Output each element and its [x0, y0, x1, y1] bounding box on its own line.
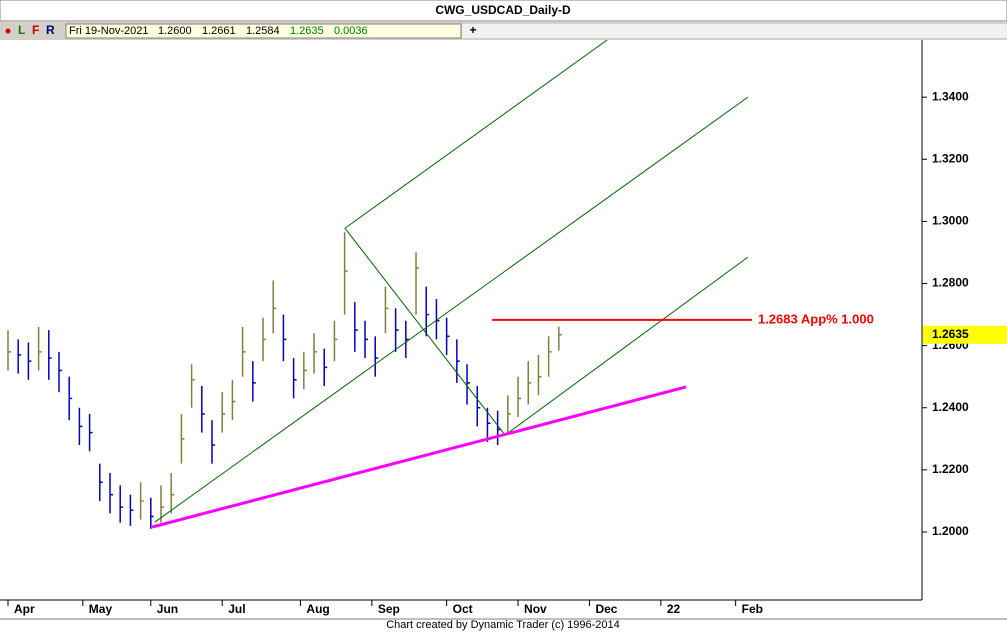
- drawn-line: [151, 385, 687, 529]
- line-label: 1.2683 App% 1.000: [758, 311, 874, 326]
- x-tick-label: Oct: [453, 602, 473, 616]
- info-low: 1.2584: [246, 25, 280, 37]
- drawn-line: [154, 96, 749, 523]
- drawn-line: [344, 227, 506, 436]
- drawn-line: [344, 40, 608, 229]
- x-tick-label: Aug: [306, 602, 329, 616]
- y-tick-label: 1.2200: [932, 462, 969, 476]
- x-tick-label: Nov: [524, 602, 547, 616]
- y-tick-label: 1.2000: [932, 524, 969, 538]
- info-field: [65, 23, 462, 39]
- status-dot: [5, 28, 11, 34]
- footer: Chart created by Dynamic Trader (c) 1996…: [386, 619, 620, 631]
- x-tick-label: Apr: [14, 602, 35, 616]
- x-tick-label: Dec: [595, 602, 617, 616]
- add-button[interactable]: +: [469, 23, 476, 37]
- drawn-line: [504, 256, 749, 436]
- last-price-label: 1.2635: [932, 327, 969, 341]
- y-tick-label: 1.2400: [932, 400, 969, 414]
- y-tick-label: 1.3000: [932, 214, 969, 228]
- info-date: Fri 19-Nov-2021: [69, 25, 148, 37]
- title-bar: [0, 0, 1007, 22]
- y-tick-label: 1.3200: [932, 151, 969, 165]
- toolbar-button[interactable]: L: [18, 23, 25, 37]
- info-close: 1.2635: [290, 25, 324, 37]
- toolbar-button[interactable]: R: [46, 23, 55, 37]
- y-tick-label: 1.2800: [932, 276, 969, 290]
- x-tick-label: 22: [667, 602, 681, 616]
- y-tick-label: 1.3400: [932, 89, 969, 103]
- toolbar-spacer: [462, 24, 1007, 38]
- last-price-box: [923, 325, 1007, 344]
- toolbar-button[interactable]: F: [32, 23, 39, 37]
- x-tick-label: May: [89, 602, 113, 616]
- info-change: 0.0036: [334, 25, 368, 37]
- x-tick-label: Jul: [228, 602, 245, 616]
- info-open: 1.2600: [158, 25, 192, 37]
- x-tick-label: Feb: [742, 602, 763, 616]
- chart-title: CWG_USDCAD_Daily-D: [435, 3, 571, 17]
- x-tick-label: Jun: [157, 602, 178, 616]
- plot-area: [7, 40, 752, 529]
- info-high: 1.2661: [202, 25, 236, 37]
- x-tick-label: Sep: [378, 602, 400, 616]
